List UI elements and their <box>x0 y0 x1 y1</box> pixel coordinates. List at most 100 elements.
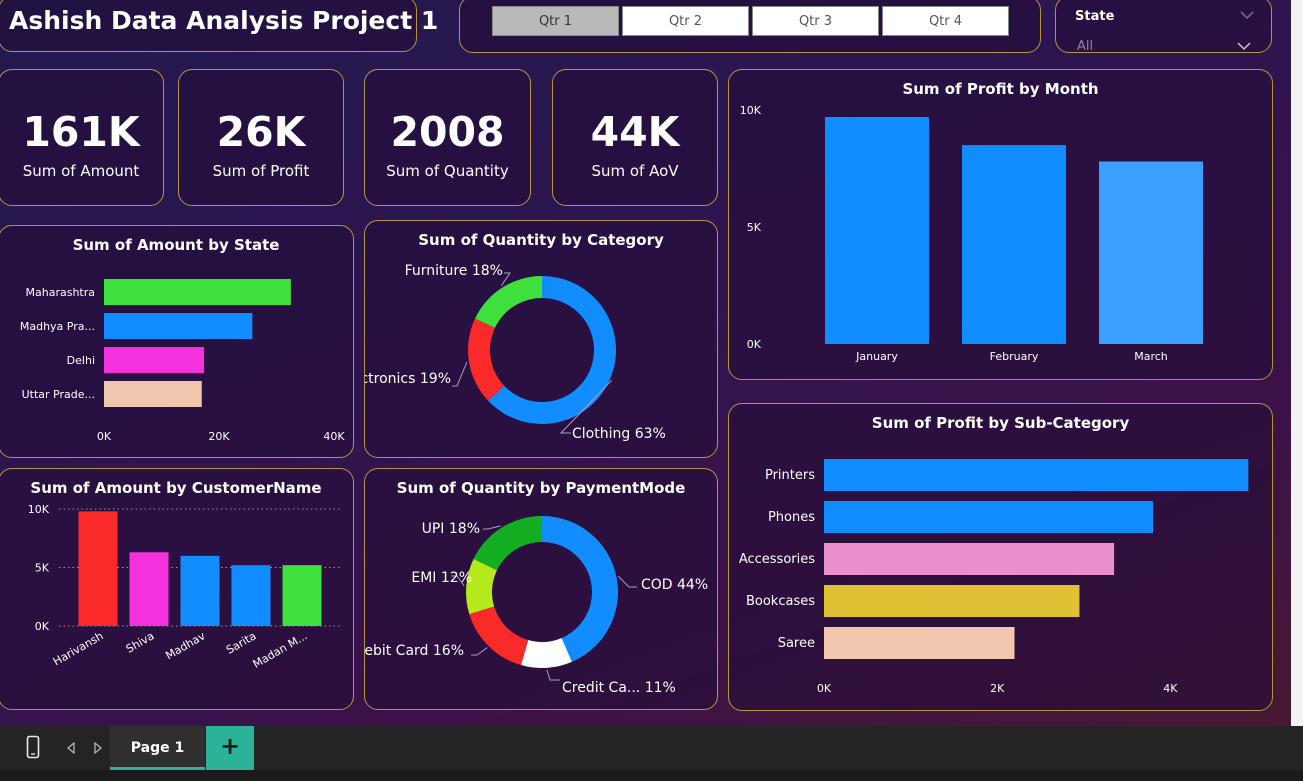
tick-label: 0K <box>817 682 832 695</box>
bar <box>824 627 1015 659</box>
quarter-option[interactable]: Qtr 4 <box>882 6 1009 36</box>
category-label: Shiva <box>124 629 157 655</box>
amount-by-state-chart: Maharashtra Madhya Pra... Delhi Uttar Prade… <box>20 279 345 443</box>
plus-icon: + <box>219 732 241 760</box>
kpi-label: Sum of Profit <box>212 162 310 180</box>
data-label: Credit Ca... 11% <box>562 680 676 696</box>
category-label: Harivansh <box>51 629 106 668</box>
chevron-down-icon[interactable] <box>1236 41 1252 51</box>
chevron-down-icon[interactable] <box>1239 10 1255 20</box>
leader-line <box>451 575 465 587</box>
page-navigation-bar: Page 1 + <box>0 726 1303 770</box>
category-label: Maharashtra <box>26 286 96 299</box>
report-title: Ashish Data Analysis Project 1 <box>9 6 439 35</box>
kpi-value: 161K <box>22 108 140 156</box>
category-label: Accessories <box>739 552 815 567</box>
data-label: EMI 12% <box>411 570 472 586</box>
category-label: Madan M... <box>251 629 310 670</box>
data-label: UPI 18% <box>422 521 480 537</box>
slice <box>488 276 616 424</box>
bar <box>824 459 1249 491</box>
data-label: COD 44% <box>641 577 708 593</box>
category-label: March <box>1134 350 1168 363</box>
bar <box>78 511 118 626</box>
bar <box>824 585 1080 617</box>
category-label: January <box>855 350 898 363</box>
tab-label: Page 1 <box>130 740 185 756</box>
data-label: Debit Card 16% <box>365 643 464 659</box>
bar <box>104 347 205 373</box>
category-label: Phones <box>768 510 815 525</box>
profit-by-subcategory-chart: Printers Phones Accessories Bookcases Saree 0… <box>739 459 1249 695</box>
profit-by-month-panel: Sum of Profit by Month 0K 5K 10K January Feb… <box>728 69 1273 380</box>
amount-by-customer-panel: Sum of Amount by CustomerName 0K 5K 10K Har… <box>0 468 354 710</box>
category-label: Uttar Prade... <box>22 388 95 401</box>
amount-by-state-panel: Sum of Amount by State Maharashtra Madhya… <box>0 225 354 458</box>
quantity-by-payment-chart: COD 44% Credit Ca... 11% Debit Card 16% EMI… <box>365 516 708 696</box>
bar <box>104 381 202 407</box>
leader-line <box>546 669 560 681</box>
add-page-button[interactable]: + <box>206 726 254 770</box>
quarter-slicer: Qtr 1 Qtr 2 Qtr 3 Qtr 4 <box>459 0 1041 53</box>
axis-label: Sum of Amount <box>6 532 16 602</box>
kpi-value: 26K <box>216 108 306 156</box>
kpi-card: 44K Sum of AoV <box>552 69 718 206</box>
data-label: Furniture 18% <box>405 263 503 279</box>
kpi-card: 161K Sum of Amount <box>0 69 164 206</box>
category-label: February <box>990 350 1039 363</box>
data-label: Electronics 19% <box>365 371 451 387</box>
profit-by-month-chart: 0K 5K 10K January February March <box>740 104 1203 363</box>
slice <box>469 606 529 666</box>
category-label: Madhya Pra... <box>20 320 95 333</box>
tick-label: 40K <box>323 430 345 443</box>
tick-label: 0K <box>35 620 50 633</box>
slice <box>475 276 542 328</box>
tick-label: 10K <box>740 104 762 117</box>
leader-line <box>500 272 511 287</box>
slice <box>521 637 572 668</box>
tick-label: 0K <box>747 338 762 351</box>
tick-label: 10K <box>28 503 50 516</box>
category-label: Madhav <box>163 629 208 662</box>
next-page-icon[interactable] <box>93 742 103 754</box>
category-label: Delhi <box>67 354 95 367</box>
quarter-option[interactable]: Qtr 3 <box>752 6 879 36</box>
category-label: Sarita <box>224 629 259 656</box>
category-label: Saree <box>778 636 815 651</box>
state-slicer[interactable]: State All <box>1055 0 1272 54</box>
chart-title: Sum of Amount by State <box>72 236 280 254</box>
data-label: Clothing 63% <box>572 426 666 442</box>
tick-label: 20K <box>208 430 230 443</box>
chart-title: Sum of Profit by Sub-Category <box>871 414 1130 432</box>
tick-label: 5K <box>35 562 50 575</box>
previous-page-icon[interactable] <box>66 742 76 754</box>
chart-title: Sum of Amount by CustomerName <box>30 479 322 497</box>
profit-by-subcategory-panel: Sum of Profit by Sub-Category Printers Ph… <box>728 403 1273 711</box>
tick-label: 0K <box>97 430 112 443</box>
bar <box>962 145 1066 344</box>
tab-page-1[interactable]: Page 1 <box>110 726 205 770</box>
kpi-label: Sum of Amount <box>22 162 140 180</box>
axis-label: CustomerName <box>165 690 236 700</box>
status-strip <box>0 770 1303 781</box>
bar <box>104 313 253 339</box>
state-slicer-value[interactable]: All <box>1077 39 1094 54</box>
category-label: Printers <box>765 468 815 483</box>
leader-line <box>618 575 637 588</box>
kpi-label: Sum of Quantity <box>386 162 509 180</box>
kpi-value: 44K <box>590 108 680 156</box>
bar <box>824 501 1154 533</box>
kpi-card: 26K Sum of Profit <box>178 69 344 206</box>
bar <box>104 279 291 305</box>
mobile-layout-icon[interactable] <box>26 735 40 759</box>
quarter-option[interactable]: Qtr 1 <box>492 6 619 36</box>
kpi-card: 2008 Sum of Quantity <box>364 69 531 206</box>
slice <box>542 516 618 662</box>
tick-label: 4K <box>1163 682 1178 695</box>
bar <box>231 565 271 626</box>
category-label: Bookcases <box>746 594 815 609</box>
quarter-option[interactable]: Qtr 2 <box>622 6 749 36</box>
quantity-by-category-chart: Clothing 63% Electronics 19% Furniture 18% <box>365 263 666 442</box>
leader-line <box>471 647 488 656</box>
